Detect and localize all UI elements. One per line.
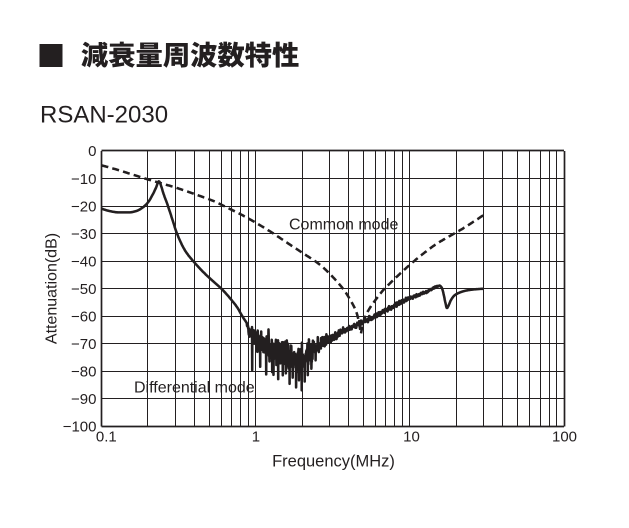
svg-text:10: 10 — [403, 429, 420, 446]
svg-text:Frequency(MHz): Frequency(MHz) — [272, 453, 395, 471]
svg-text:−80: −80 — [71, 364, 96, 381]
svg-text:RSAN-2030: RSAN-2030 — [40, 102, 168, 129]
svg-text:−100: −100 — [63, 419, 97, 436]
svg-text:−40: −40 — [71, 253, 96, 270]
svg-text:−30: −30 — [71, 226, 96, 243]
svg-text:−90: −90 — [71, 391, 96, 408]
svg-text:100: 100 — [552, 429, 577, 446]
svg-text:0: 0 — [88, 143, 96, 160]
svg-text:−60: −60 — [71, 309, 96, 326]
svg-text:−50: −50 — [71, 281, 96, 298]
svg-text:−70: −70 — [71, 336, 96, 353]
svg-text:Common mode: Common mode — [289, 217, 398, 234]
svg-text:1: 1 — [252, 429, 260, 446]
svg-text:Differential mode: Differential mode — [134, 380, 255, 397]
svg-text:Attenuation(dB): Attenuation(dB) — [44, 233, 61, 344]
svg-text:0.1: 0.1 — [96, 429, 117, 446]
svg-text:−10: −10 — [71, 171, 96, 188]
svg-text:−20: −20 — [71, 198, 96, 215]
